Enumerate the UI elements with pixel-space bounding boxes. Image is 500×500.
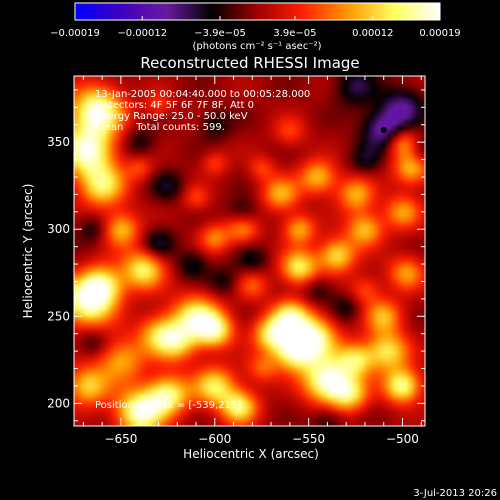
colorbar-tick-label: −3.9e−05 bbox=[194, 28, 246, 39]
colorbar: −0.00019 −0.00012 −3.9e−05 3.9e−05 0.00012 0.… bbox=[50, 2, 461, 52]
info-line-detectors: Detectors: 4F 5F 6F 7F 8F, Att 0 bbox=[95, 100, 254, 111]
axis-ticks: −650 −600 −550 −500 200 250 300 350 bbox=[47, 76, 425, 446]
x-axis-label: Heliocentric X (arcsec) bbox=[183, 447, 319, 461]
y-tick-label: 350 bbox=[47, 135, 70, 149]
chart-title: Reconstructed RHESSI Image bbox=[140, 54, 359, 72]
peak-position-label: Position of Peak = [-539,211] bbox=[95, 400, 241, 411]
x-tick-label: −500 bbox=[386, 432, 419, 446]
x-tick-label: −550 bbox=[292, 432, 325, 446]
y-tick-label: 250 bbox=[47, 309, 70, 323]
y-axis-label: Heliocentric Y (arcsec) bbox=[21, 184, 35, 319]
colorbar-unit-label: (photons cm⁻² s⁻¹ asec⁻²) bbox=[192, 41, 321, 52]
info-line-time: 13-Jan-2005 00:04:40.000 to 00:05:28.000 bbox=[95, 89, 310, 100]
info-line-energy: Energy Range: 25.0 - 50.0 keV bbox=[95, 111, 248, 122]
colorbar-ticks: −0.00019 −0.00012 −3.9e−05 3.9e−05 0.00012 0.… bbox=[50, 16, 461, 39]
x-tick-label: −600 bbox=[198, 432, 231, 446]
x-tick-label: −650 bbox=[104, 432, 137, 446]
plot-area: −650 −600 −550 −500 200 250 300 350 13-Jan-2005… bbox=[47, 75, 426, 446]
info-text: 13-Jan-2005 00:04:40.000 to 00:05:28.000… bbox=[95, 89, 310, 133]
colorbar-frame bbox=[74, 2, 441, 21]
info-line-counts: Clean Total counts: 599. bbox=[95, 122, 225, 133]
plot-frame bbox=[73, 75, 426, 427]
y-tick-label: 300 bbox=[47, 222, 70, 236]
colorbar-tick-label: −0.00012 bbox=[117, 28, 167, 39]
footer-date: 3-Jul-2013 20:26 bbox=[413, 488, 497, 499]
colorbar-tick-label: 0.00012 bbox=[352, 28, 393, 39]
colorbar-tick-label: 3.9e−05 bbox=[273, 28, 316, 39]
y-tick-label: 200 bbox=[47, 396, 70, 410]
colorbar-gradient bbox=[75, 3, 440, 20]
minimum-marker bbox=[380, 126, 387, 133]
colorbar-tick-label: 0.00019 bbox=[419, 28, 460, 39]
colorbar-tick-label: −0.00019 bbox=[50, 28, 100, 39]
heatmap-image bbox=[74, 76, 425, 426]
